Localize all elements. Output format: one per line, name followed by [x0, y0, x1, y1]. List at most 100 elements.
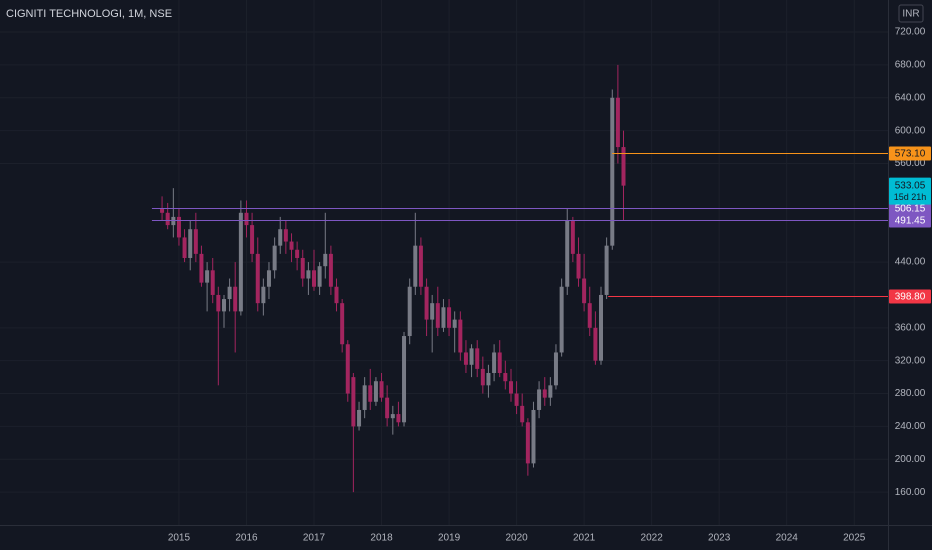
chart-title: CIGNITI TECHNOLOGI, 1M, NSE — [6, 8, 172, 20]
candle-body — [357, 409, 362, 427]
x-tick-label: 2022 — [641, 533, 664, 544]
candle-body — [340, 303, 345, 345]
candle-body — [610, 97, 615, 246]
x-tick-label: 2019 — [438, 533, 461, 544]
candle-body — [373, 381, 378, 402]
candle-body — [475, 348, 480, 369]
grid — [0, 0, 888, 525]
candle-body — [233, 286, 238, 312]
price-label-text: 398.80 — [895, 292, 926, 303]
candle-body — [424, 286, 429, 320]
candle-body — [452, 319, 457, 328]
candle-body — [379, 381, 384, 398]
candle-body — [334, 286, 339, 304]
candle-body — [238, 212, 243, 312]
x-tick-label: 2024 — [776, 533, 799, 544]
candle-body — [486, 373, 491, 386]
candle-body — [227, 286, 232, 300]
last-price-text: 533.05 — [895, 180, 926, 191]
candle-body — [570, 221, 575, 254]
candle-body — [413, 245, 418, 287]
y-tick-label: 240.00 — [895, 421, 926, 432]
x-tick-label: 2025 — [843, 533, 866, 544]
y-tick-label: 640.00 — [895, 92, 926, 103]
countdown: 15d 21h — [894, 192, 927, 202]
candle-body — [418, 245, 423, 287]
candle-body — [272, 245, 277, 271]
candle-body — [182, 237, 187, 258]
x-tick-label: 2023 — [708, 533, 731, 544]
y-tick-label: 200.00 — [895, 454, 926, 465]
candle-body — [199, 253, 204, 283]
y-tick-label: 720.00 — [895, 27, 926, 38]
y-tick-label: 360.00 — [895, 322, 926, 333]
candle-body — [548, 385, 553, 398]
price-label-text: 506.15 — [895, 204, 926, 215]
candle-body — [480, 368, 485, 386]
price-label-text: 573.10 — [895, 149, 926, 160]
candle-body — [593, 327, 598, 361]
candle-body — [615, 97, 620, 148]
candle-body — [351, 377, 356, 427]
candle-body — [216, 294, 221, 312]
candle-body — [244, 212, 249, 226]
candle-body — [604, 245, 609, 295]
y-tick-label: 680.00 — [895, 60, 926, 71]
candle-body — [553, 352, 558, 386]
candle-body — [469, 348, 474, 365]
candle-body — [463, 352, 468, 365]
candle-body — [188, 229, 193, 258]
candle-body — [396, 414, 401, 423]
candle-body — [497, 352, 502, 374]
y-tick-label: 440.00 — [895, 257, 926, 268]
currency-box[interactable] — [898, 4, 924, 23]
candle-body — [160, 208, 165, 213]
candle-body — [402, 336, 407, 423]
x-tick-label: 2020 — [505, 533, 528, 544]
candle-body — [531, 409, 536, 464]
candle-body — [255, 253, 260, 304]
candle-body — [520, 405, 525, 423]
y-tick-label: 160.00 — [895, 487, 926, 498]
candle-body — [576, 253, 581, 279]
candle-body — [599, 294, 604, 361]
candle-body — [441, 307, 446, 328]
candle-body — [289, 241, 294, 250]
candle-body — [430, 303, 435, 320]
x-tick-label: 2018 — [370, 533, 393, 544]
currency[interactable]: INR — [902, 9, 919, 20]
price-label — [889, 213, 931, 228]
candle-body — [261, 286, 266, 304]
candle-body — [508, 381, 513, 394]
candle-body — [323, 253, 328, 267]
last-price-label — [889, 177, 931, 205]
candle-body — [447, 307, 452, 328]
x-tick-label: 2016 — [235, 533, 258, 544]
candle-body — [362, 385, 367, 410]
candle-body — [582, 278, 587, 304]
candle-body — [317, 266, 322, 287]
candle-body — [390, 414, 395, 419]
candle-body — [266, 270, 271, 287]
candle-body — [435, 303, 440, 328]
candle-body — [621, 147, 626, 186]
price-label — [889, 289, 931, 304]
price-label-text: 491.45 — [895, 216, 926, 227]
candle-body — [205, 270, 210, 283]
candle-body — [283, 229, 288, 242]
candle-body — [210, 270, 215, 295]
y-tick-label: 320.00 — [895, 355, 926, 366]
candle-body — [176, 216, 181, 238]
candle-body — [171, 216, 176, 226]
axes: 160.00 200.00 240.00 280.00 320.00 360.00 440.… — [168, 27, 931, 544]
candle-body — [295, 249, 300, 258]
candle-body — [503, 373, 508, 382]
candle-body — [328, 253, 333, 287]
candle-body — [345, 344, 350, 394]
candle-body — [525, 422, 530, 464]
candle-body — [368, 385, 373, 402]
plot — [151, 64, 888, 493]
